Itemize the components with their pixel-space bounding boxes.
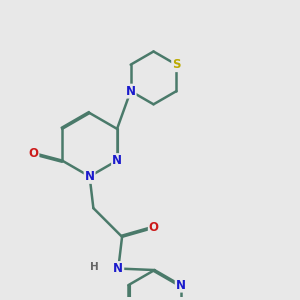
Text: O: O <box>28 146 38 160</box>
Text: N: N <box>85 170 94 183</box>
Text: H: H <box>90 262 98 272</box>
Text: N: N <box>112 154 122 167</box>
Text: O: O <box>149 221 159 234</box>
Text: N: N <box>126 85 136 98</box>
Text: S: S <box>172 58 181 71</box>
Text: N: N <box>113 262 123 275</box>
Text: N: N <box>176 279 186 292</box>
